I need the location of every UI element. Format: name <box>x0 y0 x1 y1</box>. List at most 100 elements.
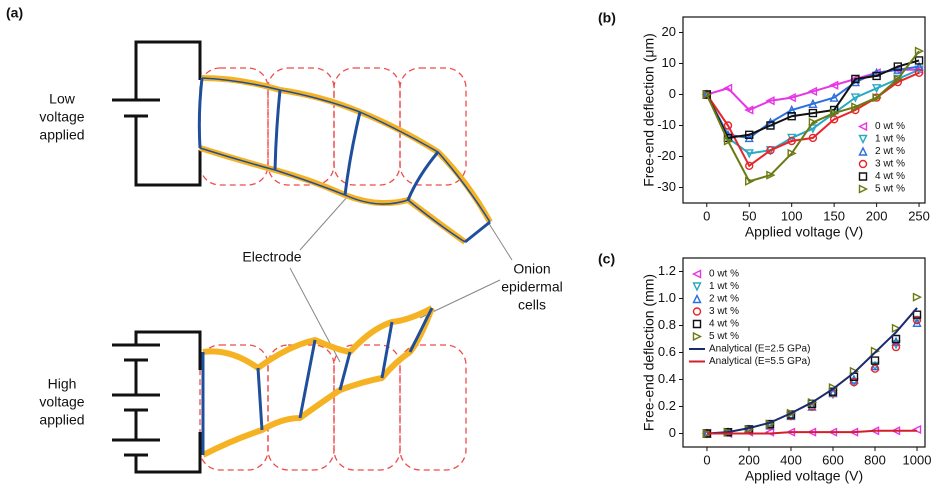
condition-label: applied <box>39 127 84 143</box>
bent-cells <box>197 75 493 245</box>
data-point <box>745 176 755 186</box>
data-point <box>765 96 775 106</box>
condition-label: voltage <box>39 109 84 125</box>
data-point <box>849 378 859 387</box>
data-point <box>807 397 818 408</box>
y-tick-label: -30 <box>657 179 676 194</box>
data-point <box>744 105 754 115</box>
x-tick-label: 0 <box>703 452 710 467</box>
reference-cells <box>199 67 467 471</box>
data-point <box>787 104 797 115</box>
data-point <box>766 121 775 130</box>
data-point <box>808 124 818 134</box>
legend-marker <box>691 269 702 279</box>
y-tick-label: -10 <box>657 117 676 132</box>
panel-label: (b) <box>598 10 616 26</box>
legend-label: 2 wt % <box>875 146 905 157</box>
legend-label: 1 wt % <box>875 134 905 145</box>
data-point <box>872 92 882 103</box>
data-point <box>766 146 775 155</box>
data-point <box>850 93 861 103</box>
data-point <box>722 83 733 93</box>
legend-label: 5 wt % <box>875 184 905 195</box>
data-point <box>851 102 861 112</box>
legend-label: 2 wt % <box>709 294 739 305</box>
legend-marker <box>858 172 868 181</box>
legend-marker <box>692 331 703 342</box>
data-point <box>914 68 924 77</box>
x-tick-label: 400 <box>780 452 802 467</box>
plot-frame <box>682 16 926 204</box>
data-point <box>723 121 733 130</box>
pointer <box>487 221 513 261</box>
data-point <box>914 56 924 65</box>
data-point <box>787 148 797 159</box>
series-line <box>705 50 920 183</box>
legend-marker <box>692 319 702 329</box>
x-tick-label: 150 <box>823 208 845 223</box>
y-tick-label: 0.6 <box>658 344 676 359</box>
electrode-label: Electrode <box>242 249 301 265</box>
compressed-cells <box>201 305 435 458</box>
data-point <box>808 108 818 118</box>
legend-label: 5 wt % <box>709 331 739 342</box>
data-point <box>911 424 922 435</box>
data-point <box>723 136 734 146</box>
series-line <box>705 68 920 155</box>
condition-label: Low <box>49 91 76 107</box>
legend-marker <box>692 307 702 316</box>
data-point <box>702 428 713 439</box>
data-point <box>870 364 880 373</box>
data-point <box>872 71 881 81</box>
y-tick-label: 0.8 <box>658 317 676 332</box>
series-line <box>706 429 918 435</box>
legend-label: Analytical (E=5.5 GPa) <box>709 356 810 367</box>
legend-marker <box>857 121 868 132</box>
diagram: (a) Low voltage applied High voltage app… <box>6 5 563 474</box>
data-point <box>914 61 924 71</box>
data-point <box>893 77 903 87</box>
x-tick-label: 100 <box>781 208 803 223</box>
condition-label: voltage <box>39 394 84 410</box>
data-point <box>745 130 754 139</box>
legend-label: 4 wt % <box>875 171 905 182</box>
data-point <box>891 334 901 344</box>
data-point <box>786 408 797 418</box>
data-point <box>829 108 840 118</box>
series-line <box>705 59 920 139</box>
cells-label: cells <box>518 297 546 313</box>
x-axis-label: Applied voltage (V) <box>745 468 863 484</box>
cells-label: epidermal <box>501 279 562 295</box>
data-point <box>786 92 796 103</box>
condition-label: High <box>48 376 77 392</box>
data-point <box>912 315 922 325</box>
x-tick-label: 50 <box>742 208 756 223</box>
data-point <box>914 46 925 56</box>
legend-marker <box>858 184 869 194</box>
y-tick-label: 0 <box>669 425 676 440</box>
data-point <box>745 161 754 170</box>
legend-marker <box>692 282 702 292</box>
y-tick-label: 1.0 <box>658 290 676 305</box>
panel-label: (a) <box>6 5 23 21</box>
panel-label: (c) <box>598 251 615 267</box>
x-tick-label: 200 <box>738 452 760 467</box>
condition-label: applied <box>39 412 84 428</box>
series-line <box>706 307 918 435</box>
circuit <box>112 40 202 474</box>
pointer <box>299 195 349 251</box>
y-tick-label: 10 <box>662 55 676 70</box>
data-point <box>766 170 776 180</box>
data-point <box>829 92 839 102</box>
y-axis-label: Free-end deflection (mm) <box>641 274 657 431</box>
data-point <box>912 310 922 319</box>
x-tick-label: 200 <box>866 208 888 223</box>
x-tick-label: 800 <box>864 452 886 467</box>
data-point <box>891 342 901 352</box>
legend-marker <box>692 293 702 304</box>
data-point <box>893 74 903 84</box>
x-axis-label: Applied voltage (V) <box>745 224 863 240</box>
data-point <box>893 62 903 71</box>
data-point <box>891 336 901 346</box>
